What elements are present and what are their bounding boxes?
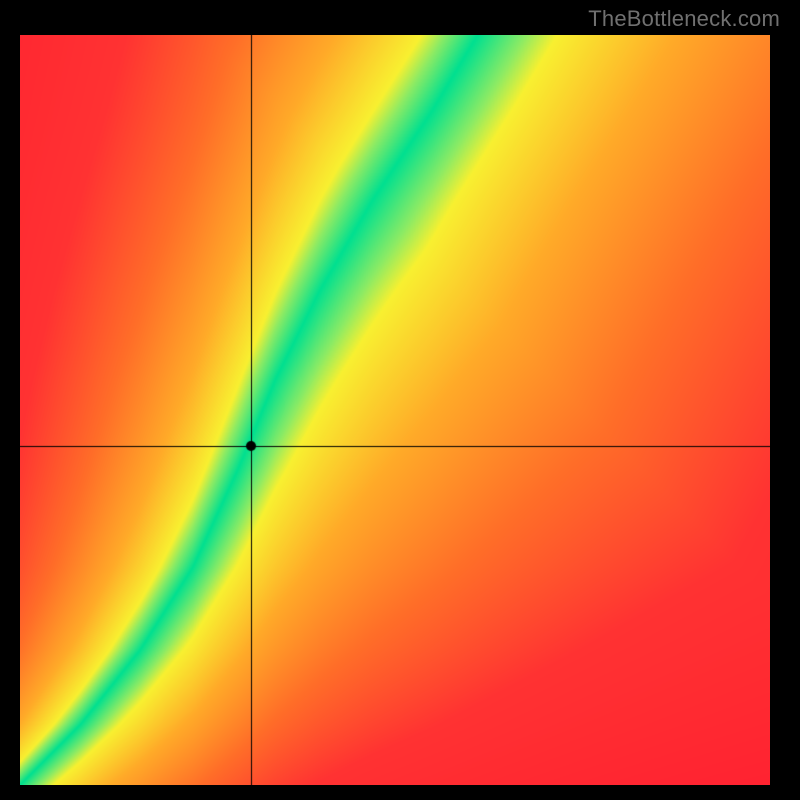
bottleneck-heatmap <box>20 35 770 785</box>
chart-container: { "watermark_text": "TheBottleneck.com",… <box>0 0 800 800</box>
watermark-text: TheBottleneck.com <box>588 6 780 32</box>
